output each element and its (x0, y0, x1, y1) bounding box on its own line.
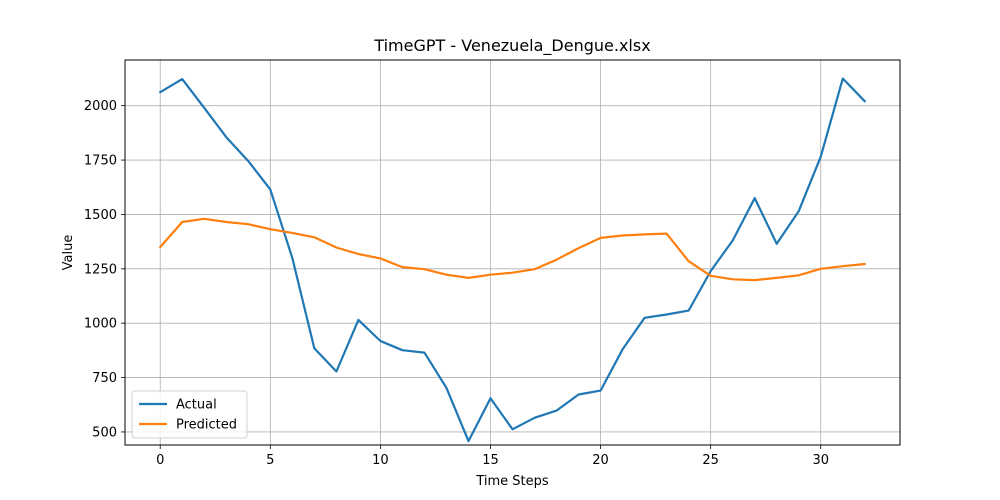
legend-label-predicted: Predicted (176, 418, 237, 433)
x-axis-label: Time Steps (475, 474, 549, 489)
axis-ticks: 0 5 10 15 20 25 30 500 750 1000 1250 1500 1750 2000 (84, 99, 829, 468)
y-tick-label: 1250 (84, 262, 117, 277)
series-line-actual (159, 77, 866, 443)
y-tick-label: 2000 (84, 99, 117, 114)
series-lines (159, 77, 866, 443)
legend-box (131, 390, 248, 439)
y-axis-label: Value (61, 235, 76, 271)
x-tick-label: 30 (812, 453, 829, 468)
chart-title: TimeGPT - Venezuela_Dengue.xlsx (373, 36, 650, 56)
x-tick-label: 25 (702, 453, 719, 468)
legend-label-actual: Actual (176, 398, 217, 413)
y-tick-label: 1750 (84, 154, 117, 169)
grid (125, 60, 900, 445)
x-tick-label: 15 (482, 453, 499, 468)
y-tick-label: 750 (92, 371, 117, 386)
y-tick-label: 1000 (84, 317, 117, 332)
x-tick-label: 10 (372, 453, 389, 468)
x-tick-label: 20 (592, 453, 609, 468)
y-tick-label: 500 (92, 425, 117, 440)
plot-frame (124, 59, 901, 446)
y-tick-label: 1500 (84, 208, 117, 223)
x-tick-label: 0 (156, 453, 164, 468)
legend: Actual Predicted (131, 390, 248, 439)
series-line-predicted (159, 217, 866, 282)
x-tick-label: 5 (266, 453, 274, 468)
